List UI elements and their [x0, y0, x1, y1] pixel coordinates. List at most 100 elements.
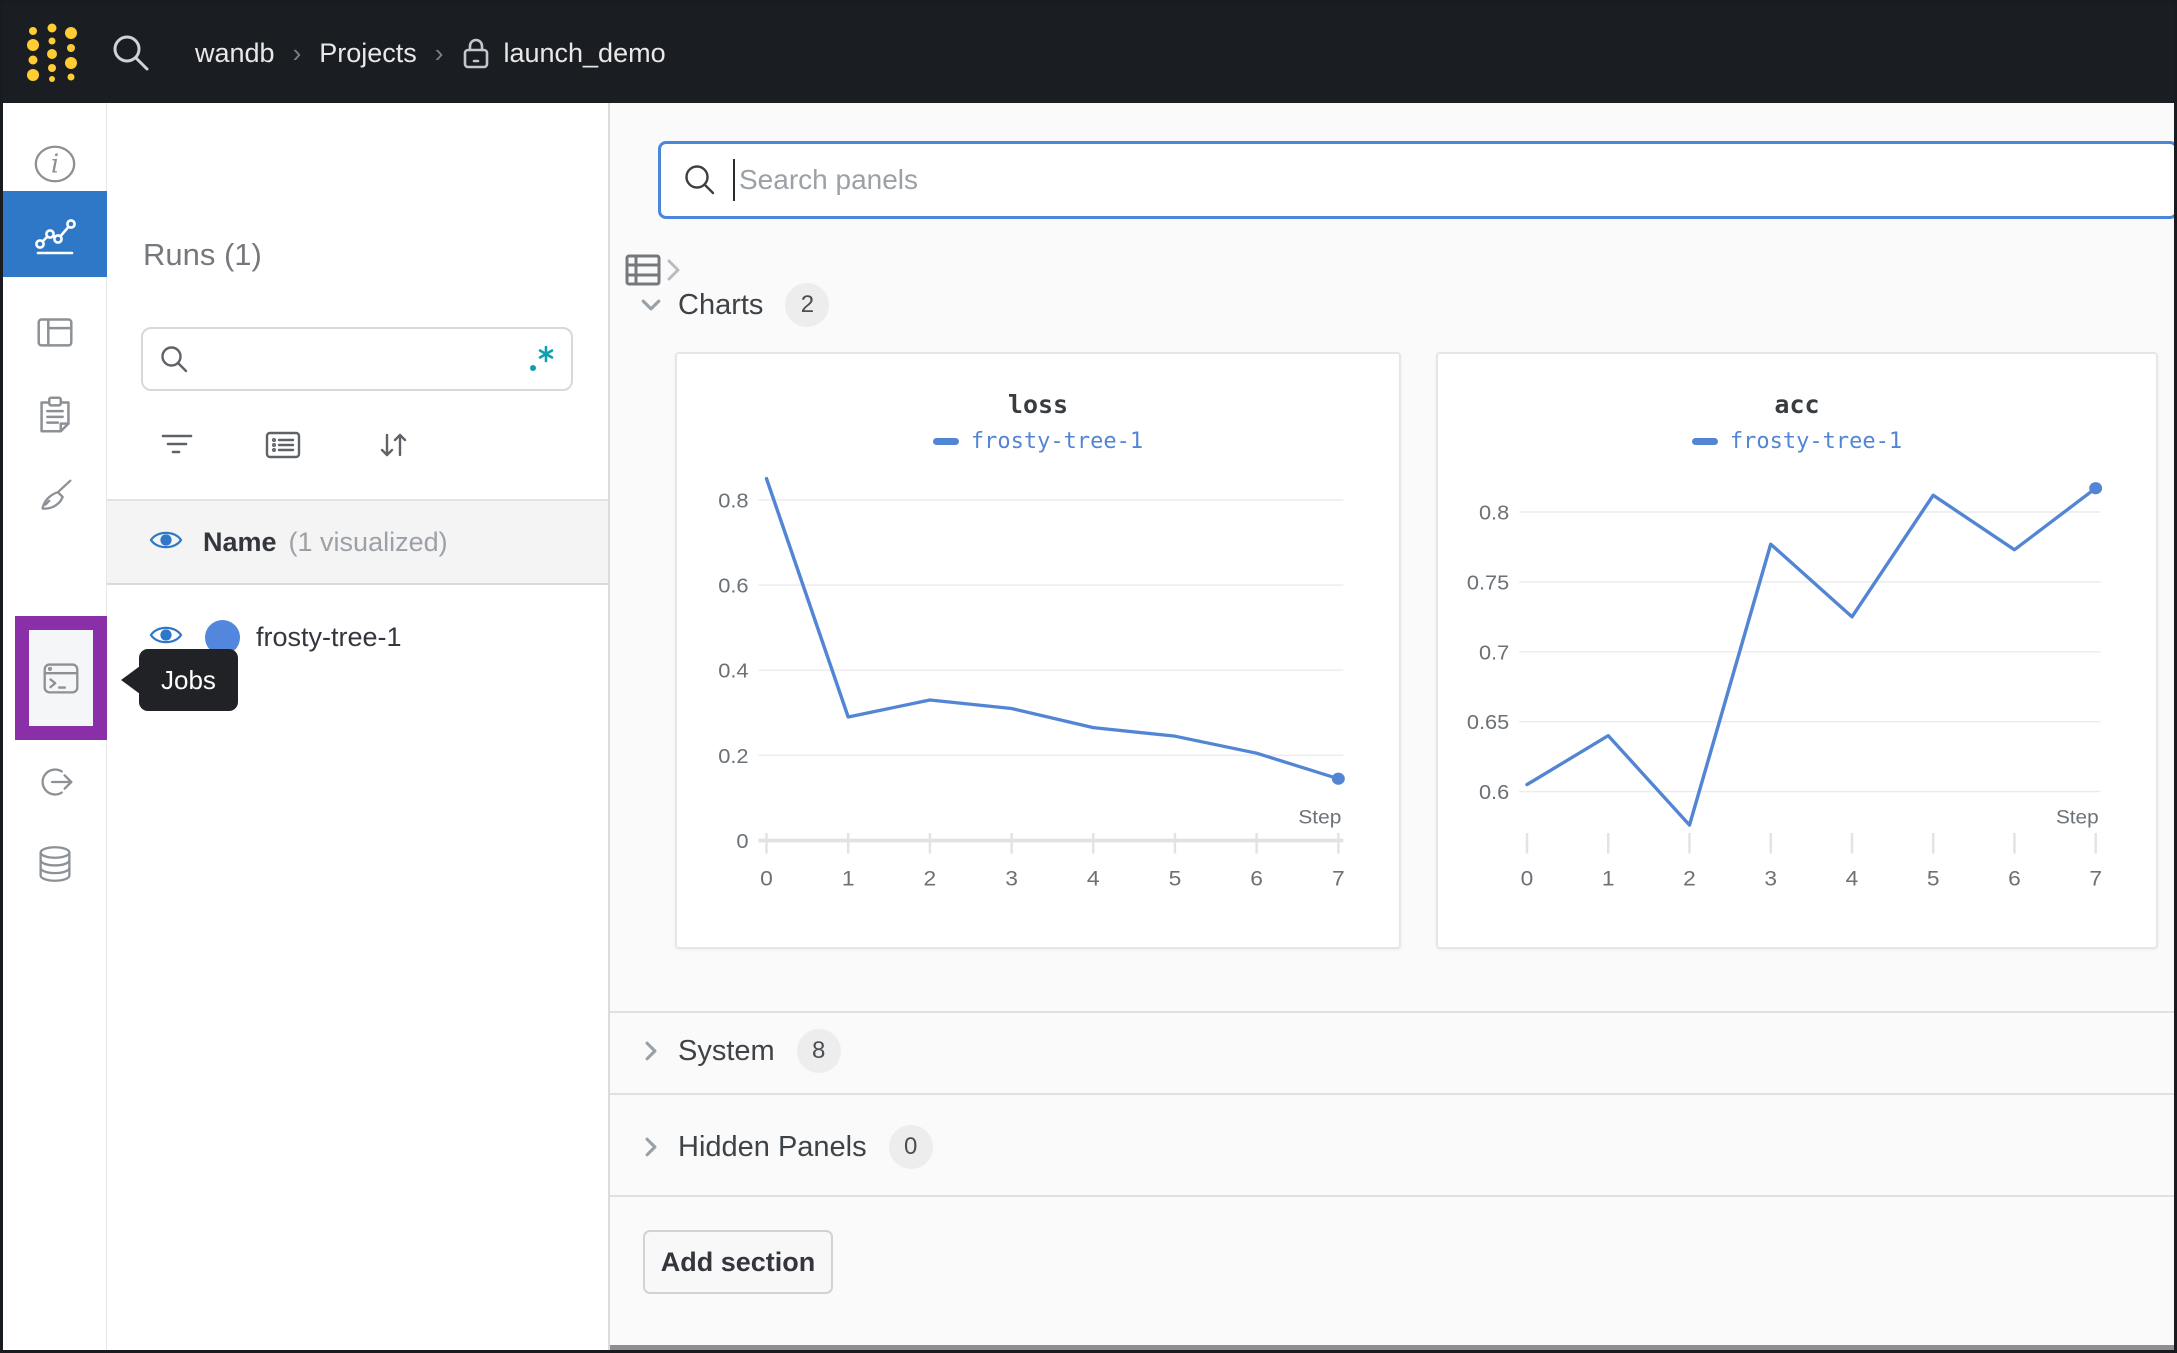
sidebar-item-jobs-highlight[interactable] [15, 616, 107, 740]
svg-text:0.2: 0.2 [718, 744, 748, 767]
svg-text:0.7: 0.7 [1479, 642, 1509, 664]
svg-text:0: 0 [760, 866, 773, 890]
run-name[interactable]: frosty-tree-1 [256, 621, 402, 652]
run-row[interactable]: frosty-tree-1 [107, 595, 608, 679]
svg-text:4: 4 [1087, 866, 1100, 890]
section-header-system[interactable]: System 8 [610, 1025, 2174, 1077]
breadcrumb-separator: › [434, 37, 444, 68]
run-color-dot [205, 619, 240, 655]
terminal-icon [43, 663, 79, 694]
chart-legend: frosty-tree-1 [677, 429, 1399, 454]
svg-text:0.75: 0.75 [1467, 572, 1509, 594]
filter-button[interactable] [149, 421, 205, 469]
sidebar-item-artifacts[interactable] [3, 821, 107, 907]
eye-icon [149, 531, 183, 548]
svg-text:5: 5 [1927, 866, 1940, 890]
section-count-badge: 0 [888, 1125, 933, 1169]
expand-runs-table-button[interactable] [623, 251, 685, 291]
link-arrow-icon [41, 768, 73, 796]
svg-text:Step: Step [1298, 807, 1341, 828]
breadcrumb-project[interactable]: launch_demo [503, 37, 666, 68]
section-label: System [678, 1034, 775, 1067]
svg-text:0.8: 0.8 [1479, 502, 1509, 524]
svg-text:0.6: 0.6 [1479, 782, 1509, 804]
breadcrumb-team[interactable]: wandb [195, 37, 275, 68]
lock-icon [461, 36, 491, 70]
runs-toolbar [107, 415, 608, 473]
sidebar-item-jobs[interactable] [29, 630, 93, 726]
visibility-all-toggle[interactable] [149, 527, 183, 558]
divider [610, 1093, 2174, 1095]
legend-run-name[interactable]: frosty-tree-1 [1729, 429, 1903, 454]
svg-text:0.8: 0.8 [718, 489, 748, 512]
section-header-hidden-panels[interactable]: Hidden Panels 0 [610, 1121, 2174, 1173]
svg-text:7: 7 [2089, 866, 2102, 890]
svg-text:1: 1 [1602, 866, 1615, 890]
project-sidebar: i [3, 103, 238, 1350]
legend-run-name[interactable]: frosty-tree-1 [970, 429, 1144, 454]
runs-search-box [141, 327, 573, 391]
svg-text:6: 6 [1250, 866, 1263, 890]
loss-line-chart: 0.8 0.6 0.4 0.2 00 1 2 3 4 5 6 7 Step [718, 476, 1345, 890]
legend-line-swatch [1691, 438, 1718, 445]
acc-line-chart: 0.8 0.75 0.7 0.65 0.6 0 1 2 3 4 5 6 7 Step [1467, 482, 2103, 890]
add-section-button[interactable]: Add section [643, 1230, 833, 1294]
svg-text:3: 3 [1005, 866, 1018, 890]
regex-toggle-button[interactable] [525, 343, 557, 375]
section-label: Hidden Panels [678, 1130, 867, 1163]
topbar-search-icon[interactable] [109, 31, 153, 75]
name-column-label: Name [203, 526, 277, 557]
section-label: Charts [678, 288, 764, 321]
sidebar-item-automations[interactable] [3, 739, 107, 825]
svg-text:3: 3 [1764, 866, 1777, 890]
sort-icon [380, 433, 407, 457]
svg-text:5: 5 [1169, 866, 1182, 890]
breadcrumb-projects[interactable]: Projects [319, 37, 417, 68]
svg-text:2: 2 [1683, 866, 1696, 890]
sidebar-item-workspace[interactable] [3, 191, 107, 277]
chart-panel-loss[interactable]: loss frosty-tree-1 0.8 0.6 0.4 0.2 0 0 1 2 3 4 5 6 7… [675, 352, 1401, 949]
section-count-badge: 8 [796, 1029, 841, 1073]
divider [107, 499, 608, 501]
horizontal-scrollbar[interactable] [610, 1345, 2174, 1350]
sidebar-item-sweeps[interactable] [3, 453, 107, 539]
runs-name-header[interactable]: Name (1 visualized) [107, 501, 608, 585]
runs-search-input[interactable] [201, 343, 525, 375]
panels-search-box[interactable]: Search panels [658, 141, 2174, 219]
run-visibility-toggle[interactable] [149, 622, 183, 653]
svg-text:6: 6 [2008, 866, 2021, 890]
svg-text:1: 1 [842, 866, 855, 890]
topbar: wandb › Projects › launch_demo [3, 3, 2174, 103]
workspace-main: Search panels Charts 2 loss frosty-tree-… [610, 103, 2174, 1350]
svg-text:0.4: 0.4 [718, 659, 749, 682]
svg-text:0: 0 [736, 830, 748, 853]
sidebar-item-overview[interactable]: i [3, 121, 107, 207]
svg-text:0: 0 [1521, 866, 1534, 890]
visualized-count: (1 visualized) [288, 526, 448, 557]
svg-text:Step: Step [2056, 807, 2099, 828]
chevron-down-icon [638, 292, 664, 318]
chevron-right-icon [638, 1134, 664, 1160]
sidebar-item-runs-table[interactable] [3, 289, 107, 375]
chart-title: acc [1774, 390, 1820, 419]
panels-search-placeholder: Search panels [739, 164, 919, 195]
group-button[interactable] [255, 421, 311, 469]
section-header-charts[interactable]: Charts 2 [610, 279, 2174, 331]
broom-icon [41, 479, 72, 510]
chart-panel-acc[interactable]: acc frosty-tree-1 0.8 0.75 0.7 0.65 0.6 0 1 2 3 4… [1436, 352, 2158, 949]
chart-title: loss [1007, 390, 1069, 419]
search-icon [161, 346, 188, 373]
regex-icon [530, 345, 554, 371]
wandb-logo-dots [27, 23, 77, 82]
content-area: i [3, 103, 2174, 1350]
svg-text:4: 4 [1846, 866, 1859, 890]
chevron-right-icon [638, 1038, 664, 1064]
sidebar-item-reports[interactable] [3, 371, 107, 457]
filter-icon [161, 434, 193, 454]
divider [610, 1011, 2174, 1013]
divider [610, 1195, 2174, 1197]
chevron-right-icon [667, 259, 680, 281]
wandb-logo[interactable] [23, 22, 81, 84]
sort-button[interactable] [365, 421, 421, 469]
